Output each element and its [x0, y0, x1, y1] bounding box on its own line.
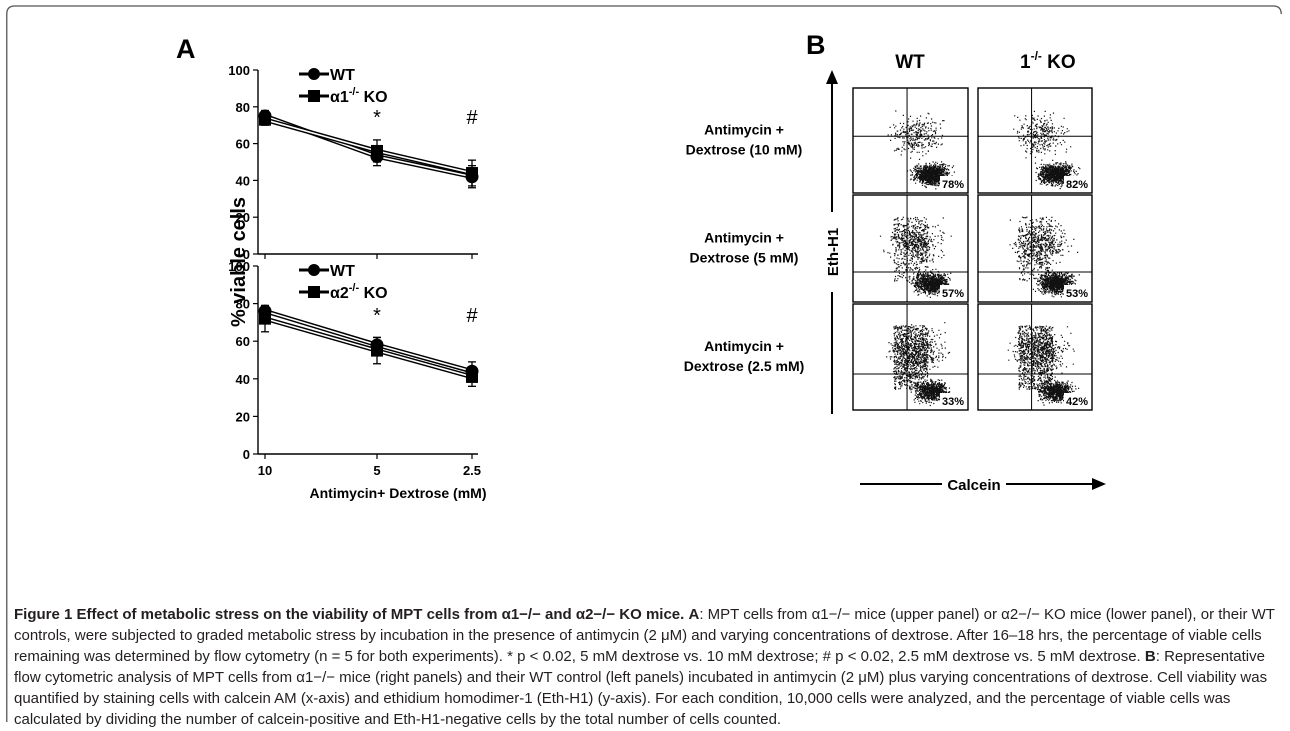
legend-label: α2-/- KO	[330, 282, 388, 302]
column-header-ko: 1-/- KO	[1020, 49, 1076, 73]
condition-label: Dextrose (5 mM)	[690, 250, 799, 266]
significance-hash: #	[466, 107, 478, 129]
column-header-wt: WT	[895, 52, 925, 73]
data-point-square	[466, 167, 478, 179]
y-tick-label: 80	[236, 100, 250, 115]
viable-percent-label: 78%	[942, 179, 964, 191]
flow-plot: 42%	[978, 304, 1092, 410]
x-tick-label: 2.5	[463, 463, 481, 478]
y-tick-label: 40	[236, 173, 250, 188]
legend-suffix: KO	[359, 285, 387, 302]
viable-percent-label: 33%	[942, 396, 964, 408]
caption-title: Figure 1 Effect of metabolic stress on t…	[14, 606, 684, 623]
flow-plot: 53%	[978, 195, 1092, 302]
legend-superscript: -/-	[349, 282, 360, 294]
flow-plot: 82%	[978, 88, 1092, 193]
calcein-axis-arrowhead	[1092, 478, 1106, 490]
significance-star: *	[373, 107, 381, 129]
y-tick-label: 0	[243, 447, 250, 462]
calcein-axis-label: Calcein	[947, 477, 1000, 494]
legend-marker-square	[308, 90, 320, 102]
legend-label: WT	[330, 263, 355, 280]
column-header-superscript: -/-	[1031, 49, 1042, 63]
x-axis-label: Antimycin+ Dextrose (mM)	[310, 485, 487, 501]
column-header-suffix: KO	[1042, 52, 1076, 73]
legend-label: WT	[330, 67, 355, 84]
condition-label: Dextrose (2.5 mM)	[684, 358, 805, 374]
caption-label-b: B	[1145, 648, 1156, 665]
viable-percent-label: 82%	[1066, 179, 1088, 191]
x-tick-label: 10	[258, 463, 272, 478]
data-point-square	[466, 371, 478, 383]
viable-percent-label: 57%	[942, 288, 964, 300]
data-point-square	[371, 145, 383, 157]
condition-label: Dextrose (10 mM)	[686, 142, 803, 158]
y-tick-label: 40	[236, 372, 250, 387]
y-axis-label: % viable cells	[228, 197, 250, 327]
significance-star: *	[373, 305, 381, 327]
eth-axis-arrowhead	[826, 70, 838, 84]
data-point-square	[259, 114, 271, 126]
viable-percent-label: 53%	[1066, 288, 1088, 300]
legend-marker-square	[308, 286, 320, 298]
y-tick-label: 60	[236, 334, 250, 349]
y-tick-label: 20	[236, 409, 250, 424]
data-point-square	[259, 313, 271, 325]
flow-plot: 33%	[853, 304, 968, 410]
y-tick-label: 60	[236, 137, 250, 152]
flow-plot: 78%	[853, 88, 968, 193]
flow-plot: 57%	[853, 195, 968, 302]
caption-label-a: A	[688, 606, 699, 623]
condition-label: Antimycin +	[704, 230, 784, 246]
significance-hash: #	[466, 305, 478, 327]
y-tick-label: 100	[228, 63, 250, 78]
panel-a-letter: A	[176, 34, 196, 64]
legend-suffix: KO	[359, 89, 387, 106]
viable-percent-label: 42%	[1066, 396, 1088, 408]
panel-b-letter: B	[806, 30, 826, 60]
x-tick-label: 5	[373, 463, 380, 478]
legend-label: α1-/- KO	[330, 86, 388, 106]
condition-label: Antimycin +	[704, 338, 784, 354]
series-line	[265, 319, 472, 377]
figure-caption: Figure 1 Effect of metabolic stress on t…	[14, 604, 1279, 730]
eth-axis-label: Eth-H1	[825, 228, 842, 276]
legend-marker-circle	[308, 264, 320, 276]
flow-cytometry-panel: WT 1-/- KO Eth-H1 Calcein Antimycin + Dextros…	[684, 49, 1106, 494]
legend-marker-circle	[308, 68, 320, 80]
data-point-square	[371, 345, 383, 357]
legend-superscript: -/-	[349, 86, 360, 98]
condition-label: Antimycin +	[704, 122, 784, 138]
